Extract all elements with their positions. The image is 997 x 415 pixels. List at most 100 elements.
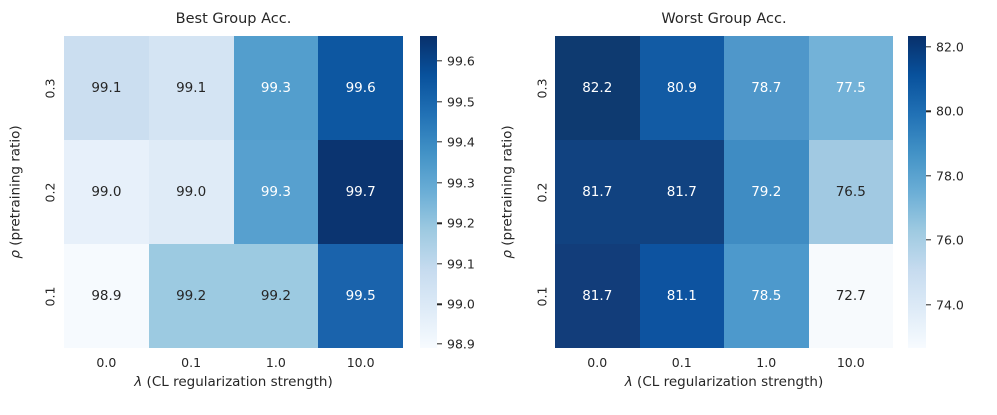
y-tick-label-text: 0.3: [534, 78, 550, 98]
panel-title: Best Group Acc.: [175, 11, 292, 27]
x-tick-label: 1.0: [265, 355, 286, 370]
colorbar-tick-label: 76.0: [936, 232, 964, 248]
x-tick-label: 0.0: [96, 355, 117, 370]
colorbar-tick-label: 99.5: [447, 94, 475, 110]
colorbar-tick-label: 80.0: [936, 103, 964, 119]
cell-value: 78.5: [751, 288, 782, 304]
heatmap-cell: 99.2: [233, 244, 319, 348]
heatmap-cell: 81.7: [639, 140, 724, 244]
y-tick-label-text: 0.1: [534, 286, 550, 306]
x-axis-label: λ (CL regularization strength): [555, 374, 893, 392]
plot-area: 99.1 99.1 99.3 99.6 99.0 99.0 99.3 99.7 98.9 99.2…: [64, 36, 403, 348]
heatmap-cell: 99.1: [148, 36, 234, 140]
panel-title: Worst Group Acc.: [661, 11, 787, 27]
heatmap-cell: 81.7: [555, 244, 640, 348]
colorbar-tick: [437, 60, 442, 62]
y-tick-label: 0.3: [532, 36, 552, 140]
colorbar-tick: [926, 175, 931, 177]
cell-value: 77.5: [835, 80, 866, 96]
colorbar-tick-label: 98.9: [447, 336, 475, 352]
heatmap-cell: 99.3: [233, 36, 319, 140]
heatmap-cell: 99.7: [318, 140, 403, 244]
colorbar-tick: [437, 222, 442, 224]
colorbar-tick-label: 99.0: [447, 296, 475, 312]
cell-value: 99.2: [176, 288, 207, 304]
y-axis-label-text: (pretraining ratio): [500, 125, 516, 251]
colorbar-gradient: [420, 36, 437, 348]
heatmap-cell: 99.6: [318, 36, 403, 140]
cell-value: 81.7: [582, 288, 613, 304]
heatmap-cell: 99.5: [318, 244, 403, 348]
x-tick-row: 0.0 0.1 1.0 10.0: [64, 355, 403, 371]
x-axis-label-text: (CL regularization strength): [632, 374, 824, 390]
heatmap-cell: 99.0: [148, 140, 234, 244]
heatmap-cell: 72.7: [808, 244, 893, 348]
x-axis-label: λ (CL regularization strength): [64, 374, 403, 392]
x-tick-label: 0.0: [587, 355, 608, 370]
rho-symbol: ρ: [500, 250, 516, 259]
x-tick-label: 0.1: [181, 355, 202, 370]
cell-value: 99.1: [91, 80, 122, 96]
colorbar: 82.0 80.0 78.0 76.0 74.0: [908, 36, 964, 348]
heatmap-cell: 99.2: [148, 244, 234, 348]
cell-value: 76.5: [835, 184, 866, 200]
heatmap-cell: 80.9: [639, 36, 724, 140]
colorbar-tick: [926, 46, 931, 48]
y-axis-label: ρ (pretraining ratio): [496, 36, 520, 348]
x-tick-label: 10.0: [836, 355, 865, 370]
x-axis-label-text: (CL regularization strength): [142, 374, 333, 390]
cell-value: 81.1: [666, 288, 697, 304]
colorbar-tick-label: 78.0: [936, 168, 964, 184]
plot-area: 82.2 80.9 78.7 77.5 81.7 81.7 79.2 76.5 81.7 81.1…: [555, 36, 893, 348]
colorbar-tick-label: 99.3: [447, 175, 475, 191]
colorbar-tick: [437, 141, 442, 143]
colorbar-tick: [437, 263, 442, 265]
colorbar-tick-label: 99.2: [447, 215, 475, 231]
x-tick-row: 0.0 0.1 1.0 10.0: [555, 355, 893, 371]
x-tick-label: 0.1: [671, 355, 692, 370]
cell-value: 80.9: [666, 80, 697, 96]
colorbar-tick: [926, 303, 931, 306]
y-tick-col: 0.3 0.2 0.1: [532, 36, 550, 348]
cell-value: 99.0: [176, 184, 207, 200]
heatmap-cell: 81.7: [555, 140, 640, 244]
x-tick-label: 10.0: [346, 355, 375, 370]
cell-value: 81.7: [666, 184, 697, 200]
cell-value: 81.7: [582, 184, 613, 200]
cell-value: 99.3: [260, 80, 291, 96]
heatmap-cell: 99.0: [64, 140, 149, 244]
y-tick-label: 0.1: [532, 244, 552, 348]
cell-value: 72.7: [835, 288, 866, 304]
cell-value: 78.7: [751, 80, 782, 96]
heatmap-cell: 78.5: [724, 244, 809, 348]
colorbar-tick-label: 74.0: [936, 297, 964, 313]
x-tick-label: 1.0: [756, 355, 777, 370]
cell-value: 99.2: [260, 288, 291, 304]
heatmap-cell: 76.5: [808, 140, 893, 244]
cell-value: 82.2: [582, 80, 613, 96]
heatmap-cell: 81.1: [639, 244, 724, 348]
colorbar-gradient: [908, 36, 926, 348]
lambda-symbol: λ: [624, 374, 633, 390]
heatmap-cell: 78.7: [724, 36, 809, 140]
cell-value: 79.2: [751, 184, 782, 200]
heatmap-cell: 82.2: [555, 36, 640, 140]
heatmap-cell: 98.9: [64, 244, 149, 348]
heatmap-cell: 99.3: [233, 140, 319, 244]
cell-value: 99.0: [91, 184, 122, 200]
y-tick-label: 0.2: [532, 140, 552, 244]
lambda-symbol: λ: [134, 374, 143, 390]
heatmap-cell: 79.2: [724, 140, 809, 244]
colorbar-ticks: 99.6 99.5 99.4 99.3 99.2 99.1 99.0 98.9: [420, 36, 475, 351]
colorbar-ticks: 82.0 80.0 78.0 76.0 74.0: [908, 36, 964, 348]
colorbar-tick: [926, 110, 931, 112]
colorbar-tick: [437, 343, 442, 345]
heatmap-cell: 99.1: [64, 36, 149, 140]
colorbar-tick: [926, 239, 931, 241]
y-tick-label-text: 0.2: [534, 182, 550, 202]
cell-value: 99.7: [345, 184, 376, 200]
cell-value: 99.1: [176, 80, 207, 96]
